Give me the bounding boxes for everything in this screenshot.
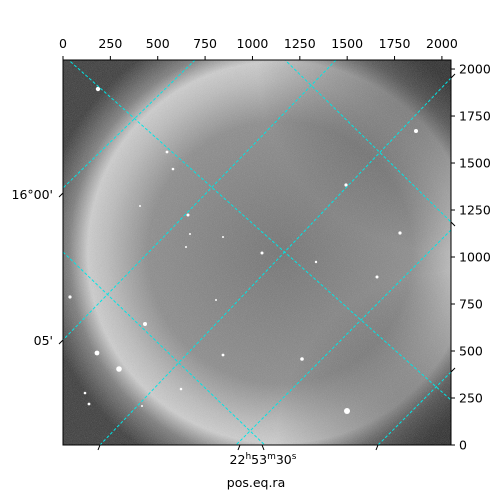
right-tick-label: 1000 (459, 250, 491, 265)
sky-image (63, 60, 451, 445)
right-tick-label: 1500 (459, 156, 491, 171)
top-tick-label: 750 (193, 36, 217, 51)
right-axis: 0 250 500 750 1000 1250 1500 1750 2000 (451, 62, 491, 453)
top-tick-label: 250 (98, 36, 122, 51)
right-tick-label: 1750 (459, 109, 491, 124)
stars (68, 86, 418, 414)
top-tick-label: 1250 (284, 36, 316, 51)
top-tick-label: 1500 (331, 36, 363, 51)
top-tick-label: 2000 (426, 36, 458, 51)
right-tick-label: 0 (459, 438, 467, 453)
left-axis: 16°00' 05' (12, 187, 64, 348)
coordinate-grid (63, 60, 451, 445)
top-axis: 0 250 500 750 1000 1250 1500 1750 2000 (59, 36, 458, 60)
top-tick-label: 1750 (379, 36, 411, 51)
right-tick-label: 500 (459, 344, 483, 359)
plot-frame (62, 59, 452, 446)
dec-tick-label: 16°00' (12, 187, 54, 202)
bottom-axis: 22h53m30s pos.eq.ra (97, 444, 379, 490)
top-tick-label: 500 (146, 36, 170, 51)
dec-tick-label: 05' (34, 333, 53, 348)
top-tick-label: 0 (59, 36, 67, 51)
ra-tick-label: 22h53m30s (230, 452, 297, 467)
right-tick-label: 2000 (459, 62, 491, 77)
right-tick-label: 1250 (459, 203, 491, 218)
right-tick-label: 250 (459, 391, 483, 406)
top-tick-label: 1000 (237, 36, 269, 51)
x-axis-label: pos.eq.ra (227, 475, 285, 490)
right-wcs-ticks (450, 73, 456, 373)
right-tick-label: 750 (459, 297, 483, 312)
